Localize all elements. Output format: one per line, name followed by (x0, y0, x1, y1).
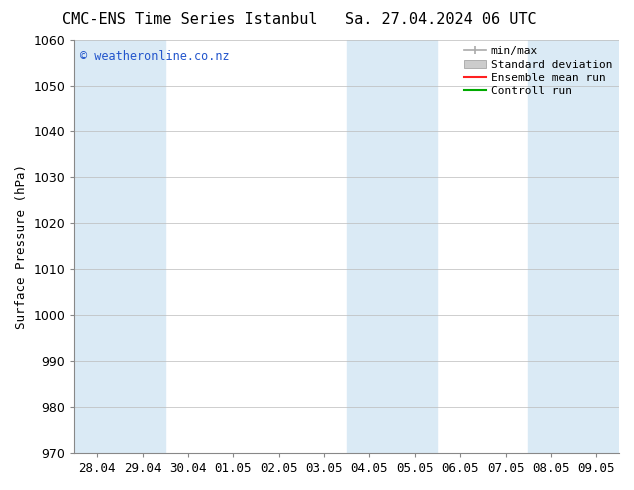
Text: Sa. 27.04.2024 06 UTC: Sa. 27.04.2024 06 UTC (345, 12, 536, 27)
Bar (74, 40, 165, 453)
Y-axis label: Surface Pressure (hPa): Surface Pressure (hPa) (15, 164, 28, 329)
Text: © weatheronline.co.nz: © weatheronline.co.nz (80, 50, 230, 63)
Legend: min/max, Standard deviation, Ensemble mean run, Controll run: min/max, Standard deviation, Ensemble me… (460, 42, 617, 101)
Bar (528, 40, 619, 453)
Text: CMC-ENS Time Series Istanbul: CMC-ENS Time Series Istanbul (63, 12, 318, 27)
Bar (347, 40, 437, 453)
